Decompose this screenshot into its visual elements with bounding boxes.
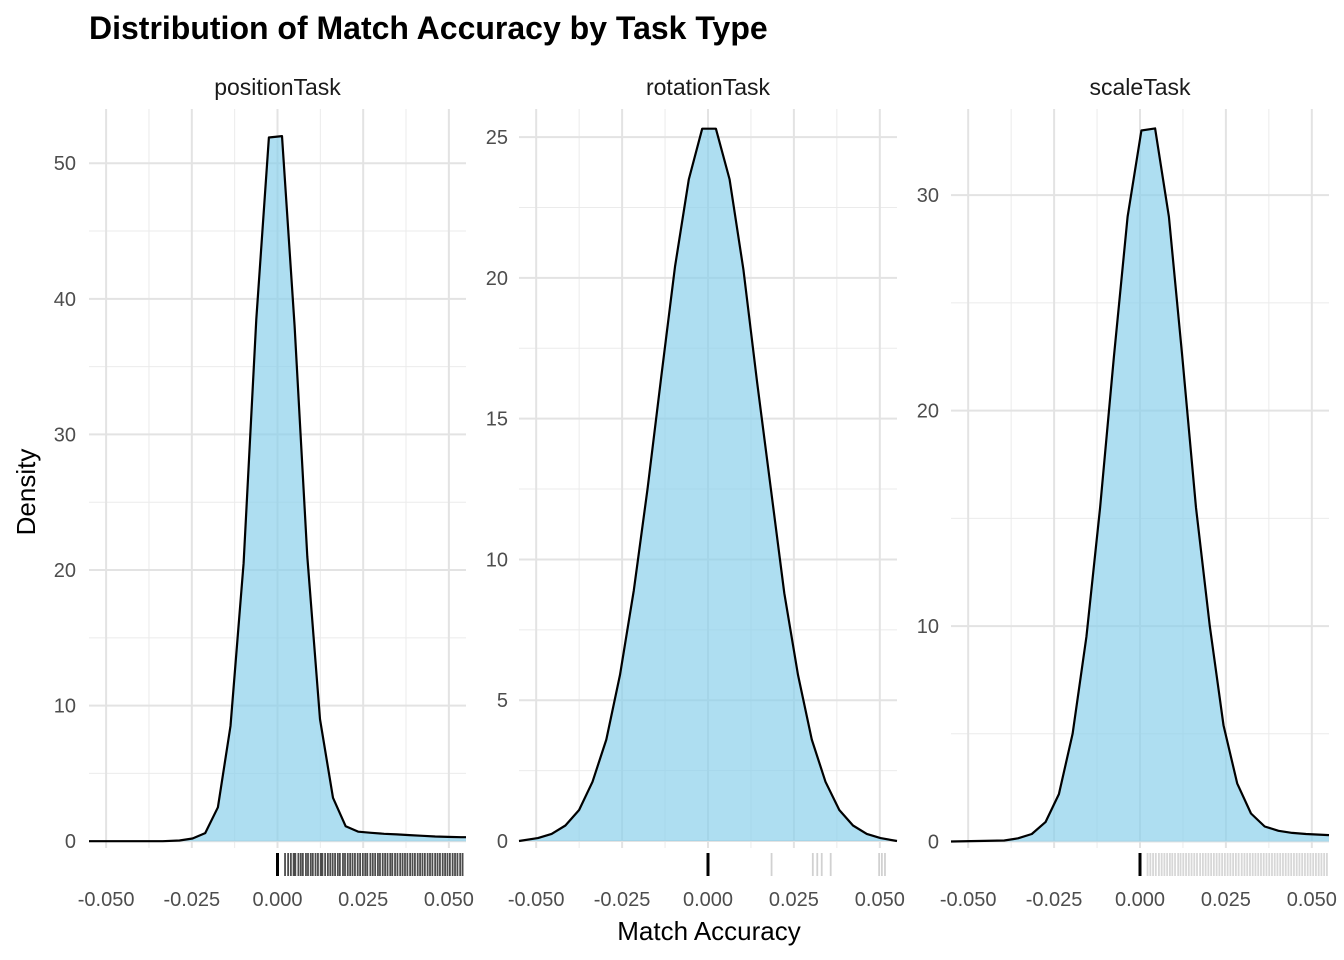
density-area [951,128,1329,841]
y-tick-label: 15 [486,409,508,431]
y-tick-label: 10 [486,549,508,571]
x-tick-label: 0.000 [252,889,302,911]
y-tick-label: 0 [497,831,508,853]
y-tick-label: 10 [917,616,939,638]
x-tick-label: 0.025 [769,889,819,911]
y-tick-label: 20 [486,268,508,290]
y-tick-label: 20 [917,401,939,423]
facet-panels: -0.050 -0.025 0.000 0.025 0.05001020304050po… [54,74,1337,911]
chart-title: Distribution of Match Accuracy by Task T… [89,10,768,46]
y-tick-label: 30 [54,424,76,446]
density-area [89,136,466,841]
x-tick-label: -0.025 [594,889,651,911]
y-tick-label: 30 [917,185,939,207]
x-tick-label: -0.050 [78,889,135,911]
y-tick-label: 0 [65,831,76,853]
x-axis-title: Match Accuracy [617,916,801,946]
x-tick-label: 0.025 [338,889,388,911]
facet-label-positionTask: positionTask [214,74,341,100]
facet-label-rotationTask: rotationTask [646,74,771,100]
x-tick-label: -0.025 [163,889,220,911]
density-area [519,129,897,841]
x-tick-label: 0.000 [1115,889,1165,911]
y-tick-label: 0 [928,832,939,854]
x-tick-label: -0.025 [1026,889,1083,911]
x-tick-label: 0.025 [1201,889,1251,911]
x-tick-label: -0.050 [508,889,565,911]
facet-panel-rotationTask: -0.050 -0.025 0.000 0.025 0.050 0 5 10 15 20 25 rot… [486,74,905,911]
x-tick-label: 0.050 [1287,889,1337,911]
facet-panel-scaleTask: -0.050 -0.025 0.000 0.025 0.050 0 10 20 30 scaleT… [917,74,1337,911]
x-tick-label: 0.050 [424,889,474,911]
x-tick-label: 0.000 [683,889,733,911]
x-tick-label: -0.050 [940,889,997,911]
y-tick-label: 5 [497,690,508,712]
y-axis-title: Density [11,449,41,536]
y-tick-label: 25 [486,127,508,149]
y-tick-label: 10 [54,696,76,718]
x-tick-label: 0.050 [855,889,905,911]
y-tick-label: 20 [54,560,76,582]
facet-label-scaleTask: scaleTask [1090,74,1191,100]
facet-panel-positionTask: -0.050 -0.025 0.000 0.025 0.050 0 10 20 30 40 50 po… [54,74,474,911]
y-tick-label: 40 [54,289,76,311]
y-tick-label: 50 [54,153,76,175]
